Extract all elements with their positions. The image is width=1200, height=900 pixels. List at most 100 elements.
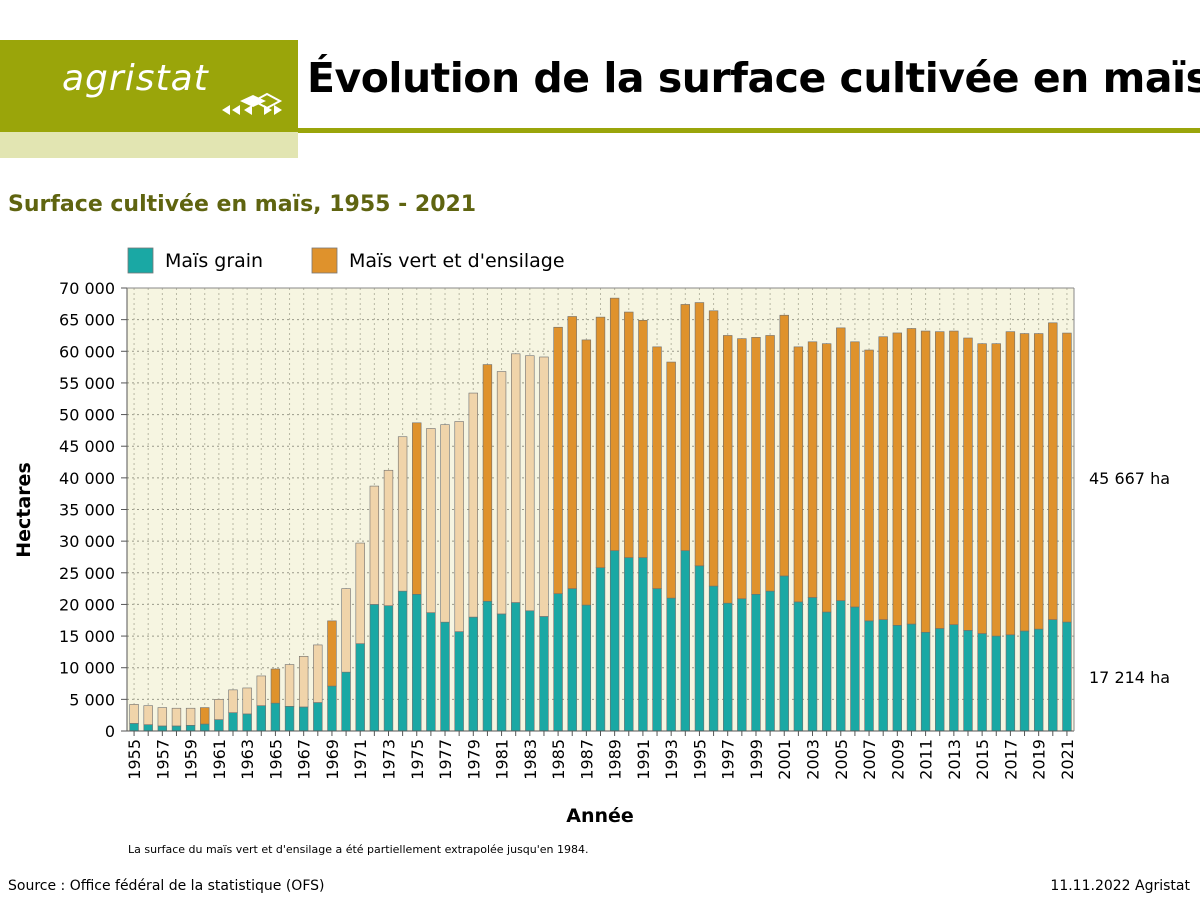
bar-mais-grain [1048,619,1058,732]
legend-swatch-grain [127,247,154,274]
bar-mais-grain [468,616,478,732]
x-tick-label: 1995 [690,739,709,780]
bar-mais-grain [383,605,394,732]
source-credit: Source : Office fédéral de la statistiqu… [8,878,325,894]
header-band [0,40,298,132]
bar-mais-ensilage [694,302,705,567]
bar-mais-grain [708,585,719,732]
agristat-logo-icon [222,92,283,115]
bar-mais-grain [567,588,577,732]
y-tick-label: 35 000 [59,501,115,520]
bar-mais-ensilage [949,330,959,625]
bar-mais-ensilage [666,361,676,599]
bar-mais-grain [143,724,153,732]
bar-mais-ensilage [567,316,577,589]
bar-mais-ensilage [920,330,931,633]
annotation-silage-2021: 45 667 ha [1089,469,1170,488]
bar-mais-grain [779,575,789,732]
bar-mais-grain [906,623,917,732]
bar-mais-grain [1033,628,1044,732]
bar-mais-ensilage [200,707,210,725]
bar-mais-grain [157,725,168,732]
y-tick-label: 70 000 [59,279,115,298]
bar-mais-grain [949,624,959,732]
bar-mais-ensilage [539,356,549,617]
bar-mais-grain [609,550,620,732]
bar-mais-ensilage [482,364,493,602]
x-tick-label: 1977 [436,739,455,780]
bar-mais-grain [482,600,493,732]
bar-mais-grain [397,590,408,732]
bar-mais-ensilage [454,421,464,632]
x-tick-label: 1979 [464,739,483,780]
bar-mais-grain [496,613,507,732]
bar-mais-ensilage [1048,322,1058,620]
bar-mais-grain [440,621,450,732]
bar-mais-ensilage [1019,333,1030,632]
bar-mais-ensilage [821,343,832,613]
bar-mais-ensilage [143,705,153,725]
bar-mais-ensilage [553,326,563,594]
bar-mais-ensilage [1005,331,1016,636]
bar-mais-grain [511,602,521,732]
x-tick-label: 1955 [125,739,144,780]
page-title: Évolution de la surface cultivée en maïs [307,54,1200,102]
bar-mais-ensilage [157,707,168,727]
bar-mais-grain [270,702,281,732]
bar-mais-ensilage [652,346,662,589]
bar-mais-ensilage [779,314,789,577]
y-tick-label: 20 000 [59,595,115,614]
bar-mais-ensilage [298,656,309,708]
x-tick-label: 1993 [662,739,681,780]
x-axis-title: Année [566,805,634,827]
bar-mais-ensilage [496,371,507,615]
bar-mais-grain [171,725,182,732]
bar-mais-ensilage [751,337,761,595]
bar-mais-ensilage [412,422,422,595]
y-tick-label: 40 000 [59,469,115,488]
bar-mais-grain [723,602,733,732]
bar-mais-ensilage [327,620,337,687]
bar-mais-grain [341,671,351,732]
bar-mais-grain [355,643,365,732]
bar-mais-ensilage [256,675,266,706]
header-band-light [0,132,298,158]
bar-mais-ensilage [723,335,733,604]
x-tick-label: 2003 [804,739,823,780]
bar-mais-grain [1019,630,1030,732]
x-tick-label: 2009 [888,739,907,780]
bar-mais-grain [185,725,196,732]
bar-mais-grain [935,628,945,732]
bar-mais-ensilage [185,707,196,726]
bar-mais-ensilage [638,319,648,558]
bar-mais-ensilage [1033,333,1044,630]
bar-mais-grain [666,597,676,732]
bar-mais-grain [256,705,266,732]
bar-mais-ensilage [242,687,252,715]
x-tick-label: 1999 [747,739,766,780]
bar-mais-grain [751,594,761,732]
bar-mais-ensilage [369,485,380,605]
bar-mais-grain [765,590,775,732]
bar-mais-grain [200,723,210,732]
bar-mais-grain [807,597,818,732]
bar-mais-ensilage [129,704,139,724]
bar-mais-ensilage [426,428,436,613]
x-tick-label: 1971 [351,739,370,780]
x-tick-label: 1959 [182,739,201,780]
bar-mais-grain [369,604,380,732]
bar-mais-ensilage [440,424,450,623]
bar-mais-ensilage [595,316,606,569]
y-tick-label: 15 000 [59,627,115,646]
x-tick-label: 2013 [945,739,964,780]
bar-mais-grain [242,713,252,732]
x-tick-label: 1983 [521,739,540,780]
bar-mais-grain [525,610,535,732]
bar-mais-ensilage [284,664,295,707]
bar-mais-grain [836,600,846,732]
bar-mais-ensilage [609,297,620,551]
bar-mais-ensilage [807,341,818,598]
bar-mais-grain [793,601,804,732]
y-tick-label: 45 000 [59,437,115,456]
bar-mais-grain [694,565,705,732]
